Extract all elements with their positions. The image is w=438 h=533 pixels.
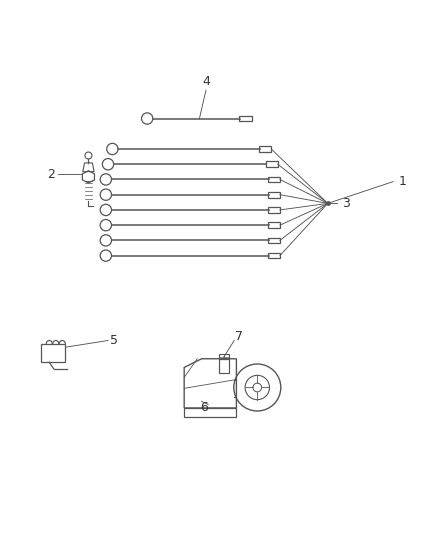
Bar [265,161,278,167]
Text: 5: 5 [110,334,118,347]
Bar [240,116,252,122]
Text: 2: 2 [47,168,55,181]
Bar [259,146,271,152]
Bar [268,192,280,198]
Bar [184,408,237,417]
Bar [268,207,280,213]
Text: 4: 4 [202,75,210,88]
Text: 3: 3 [342,197,350,210]
Bar [268,238,280,243]
Bar [268,253,280,259]
Text: 7: 7 [235,329,243,343]
Text: 1: 1 [398,175,406,188]
Bar [42,344,65,362]
Text: 6: 6 [200,401,208,415]
Bar [268,176,280,182]
Bar [219,359,229,373]
Bar [268,222,280,228]
